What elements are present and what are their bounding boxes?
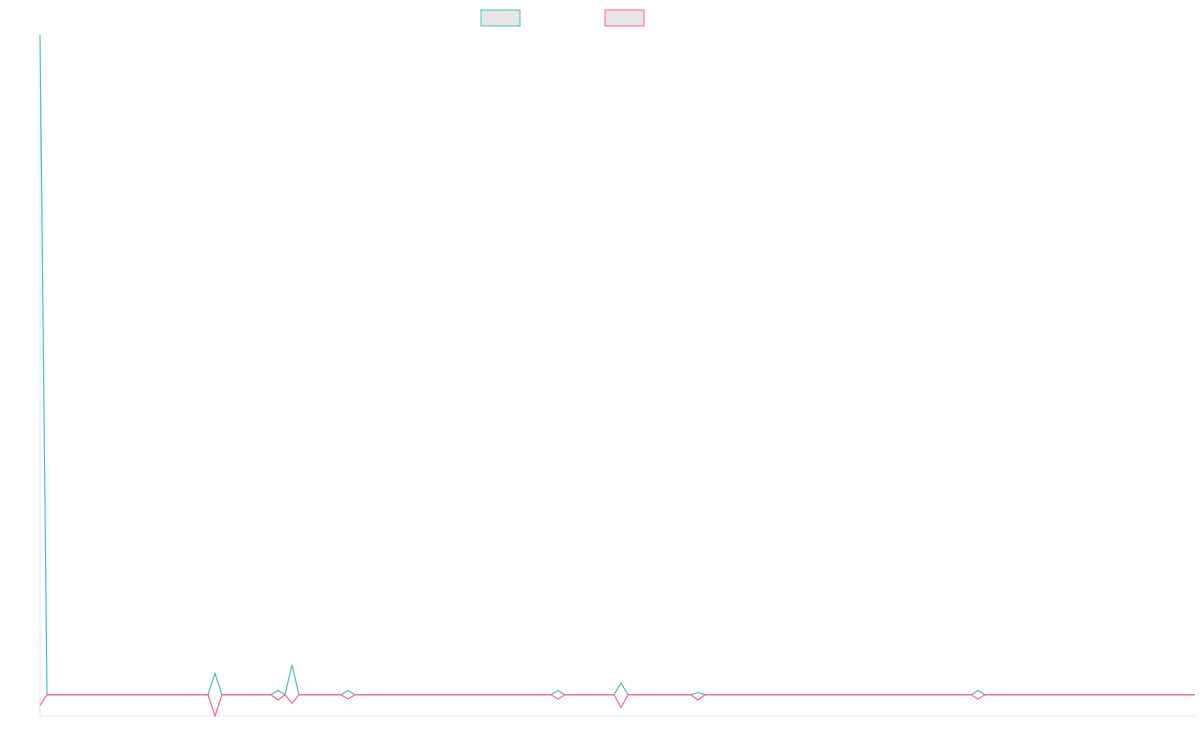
series-line xyxy=(39,693,1195,718)
legend-swatch[interactable] xyxy=(480,9,521,27)
legend-swatch[interactable] xyxy=(604,9,645,27)
series-line xyxy=(39,34,1195,696)
